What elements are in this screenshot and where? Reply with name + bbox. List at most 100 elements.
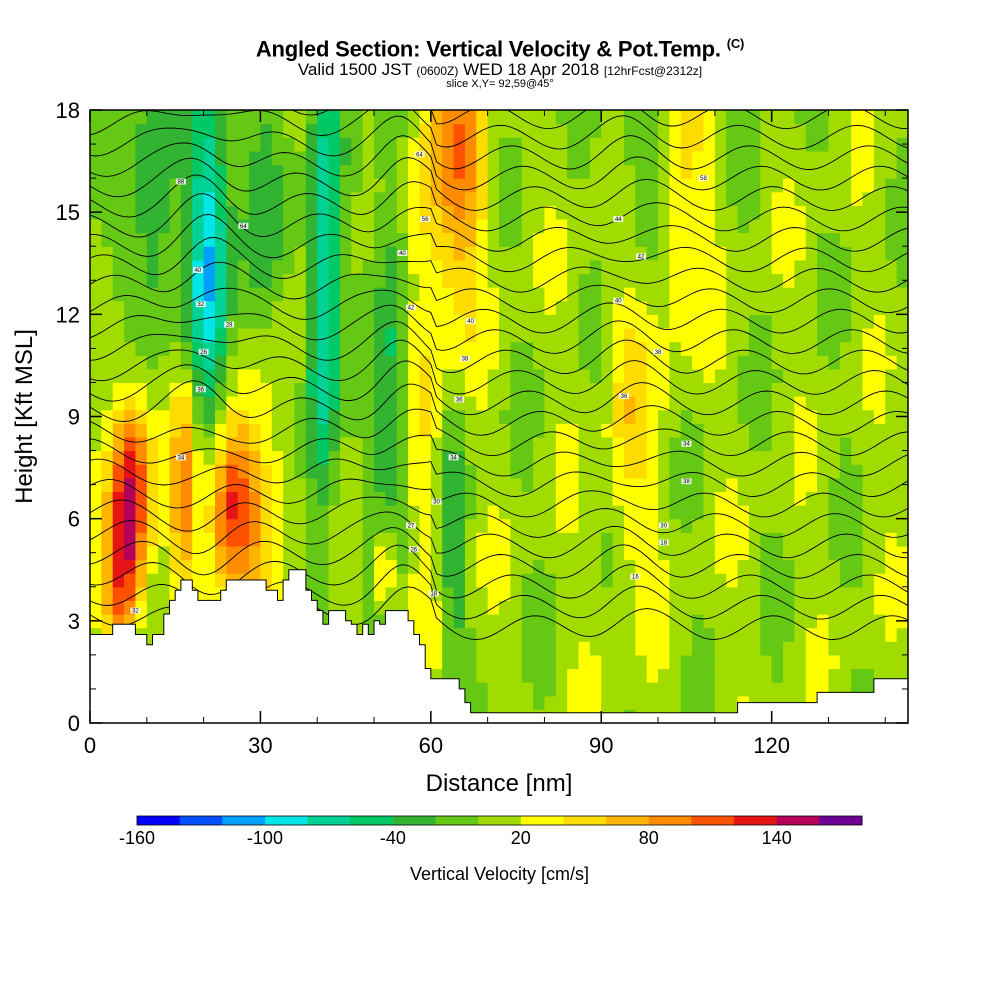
velocity-cell <box>851 614 864 629</box>
velocity-cell <box>476 600 489 615</box>
velocity-cell <box>328 532 341 547</box>
velocity-cell <box>146 586 159 601</box>
velocity-cell <box>533 627 546 642</box>
theta-label-bg <box>658 522 669 529</box>
velocity-cell <box>192 327 205 343</box>
velocity-cell <box>396 450 409 465</box>
velocity-cell <box>271 191 284 206</box>
velocity-cell <box>658 423 671 438</box>
velocity-cell <box>124 246 137 261</box>
velocity-cell <box>601 218 614 234</box>
velocity-cell <box>283 123 296 138</box>
velocity-cell <box>578 518 591 533</box>
velocity-cell <box>158 259 171 275</box>
velocity-cell <box>601 491 614 506</box>
velocity-cell <box>112 191 125 206</box>
velocity-cell <box>476 232 489 247</box>
velocity-cell <box>499 218 511 234</box>
velocity-cell <box>828 654 841 670</box>
velocity-cell <box>283 150 296 166</box>
velocity-cell <box>464 341 477 356</box>
velocity-cell <box>612 654 625 670</box>
velocity-cell <box>794 450 807 465</box>
colorbar-swatch <box>222 816 266 825</box>
velocity-cell <box>680 259 693 275</box>
velocity-cell <box>260 191 273 206</box>
velocity-cell <box>839 382 852 397</box>
velocity-cell <box>180 491 193 506</box>
velocity-cell <box>612 450 625 465</box>
velocity-cell <box>601 682 614 697</box>
velocity-cell <box>442 477 455 493</box>
velocity-cell <box>271 327 284 343</box>
velocity-cell <box>851 327 864 343</box>
velocity-cell <box>703 341 716 356</box>
velocity-cell <box>90 123 102 138</box>
velocity-cell <box>862 627 875 642</box>
velocity-cell <box>555 164 568 179</box>
velocity-cell <box>169 123 182 138</box>
velocity-cell <box>692 654 705 670</box>
velocity-cell <box>203 518 216 533</box>
velocity-cell <box>249 300 262 315</box>
velocity-cell <box>237 205 250 220</box>
velocity-cell <box>510 314 523 329</box>
velocity-cell <box>737 232 750 247</box>
velocity-cell <box>339 164 352 179</box>
velocity-cell <box>158 150 171 166</box>
velocity-cell <box>885 545 898 561</box>
velocity-cell <box>249 464 262 479</box>
colorbar-label: 140 <box>762 828 792 848</box>
velocity-cell <box>249 491 262 506</box>
velocity-cell <box>487 137 500 152</box>
velocity-cell <box>374 491 386 506</box>
velocity-cell <box>124 491 137 506</box>
velocity-cell <box>555 300 568 315</box>
theta-label-group: 34 <box>448 454 459 461</box>
velocity-cell <box>805 341 818 356</box>
velocity-cell <box>714 178 727 193</box>
velocity-cell <box>783 300 795 315</box>
velocity-cell <box>714 627 727 642</box>
velocity-cell <box>408 218 421 234</box>
velocity-cell <box>419 232 432 247</box>
velocity-cell <box>351 450 364 465</box>
velocity-cell <box>817 300 830 315</box>
velocity-cell <box>442 573 455 588</box>
velocity-cell <box>521 382 534 397</box>
velocity-cell <box>714 137 727 152</box>
velocity-cell <box>419 327 432 343</box>
velocity-cell <box>385 436 398 452</box>
velocity-cell <box>305 150 318 166</box>
velocity-cell <box>464 505 477 520</box>
velocity-cell <box>612 164 625 179</box>
velocity-cell <box>635 409 648 424</box>
velocity-cell <box>146 532 159 547</box>
velocity-cell <box>589 559 602 574</box>
velocity-cell <box>737 491 750 506</box>
velocity-cell <box>851 654 864 670</box>
velocity-cell <box>180 205 193 220</box>
velocity-cell <box>873 573 886 588</box>
velocity-cell <box>851 259 864 275</box>
velocity-cell <box>396 327 409 343</box>
velocity-cell <box>294 409 307 424</box>
velocity-cell <box>703 586 716 601</box>
velocity-cell <box>533 682 546 697</box>
velocity-cell <box>317 423 330 438</box>
velocity-cell <box>578 300 591 315</box>
velocity-cell <box>737 382 750 397</box>
valid-time: Valid 1500 JST <box>297 60 412 79</box>
velocity-cell <box>817 409 830 424</box>
velocity-cell <box>203 477 216 493</box>
velocity-cell <box>146 355 159 370</box>
velocity-cell <box>794 110 807 125</box>
theta-label-group: 28 <box>224 321 235 329</box>
velocity-cell <box>737 450 750 465</box>
velocity-cell <box>862 464 875 479</box>
velocity-cell <box>805 327 818 343</box>
velocity-cell <box>828 150 841 166</box>
velocity-cell <box>805 246 818 261</box>
velocity-cell <box>487 110 500 125</box>
velocity-cell <box>317 545 330 561</box>
